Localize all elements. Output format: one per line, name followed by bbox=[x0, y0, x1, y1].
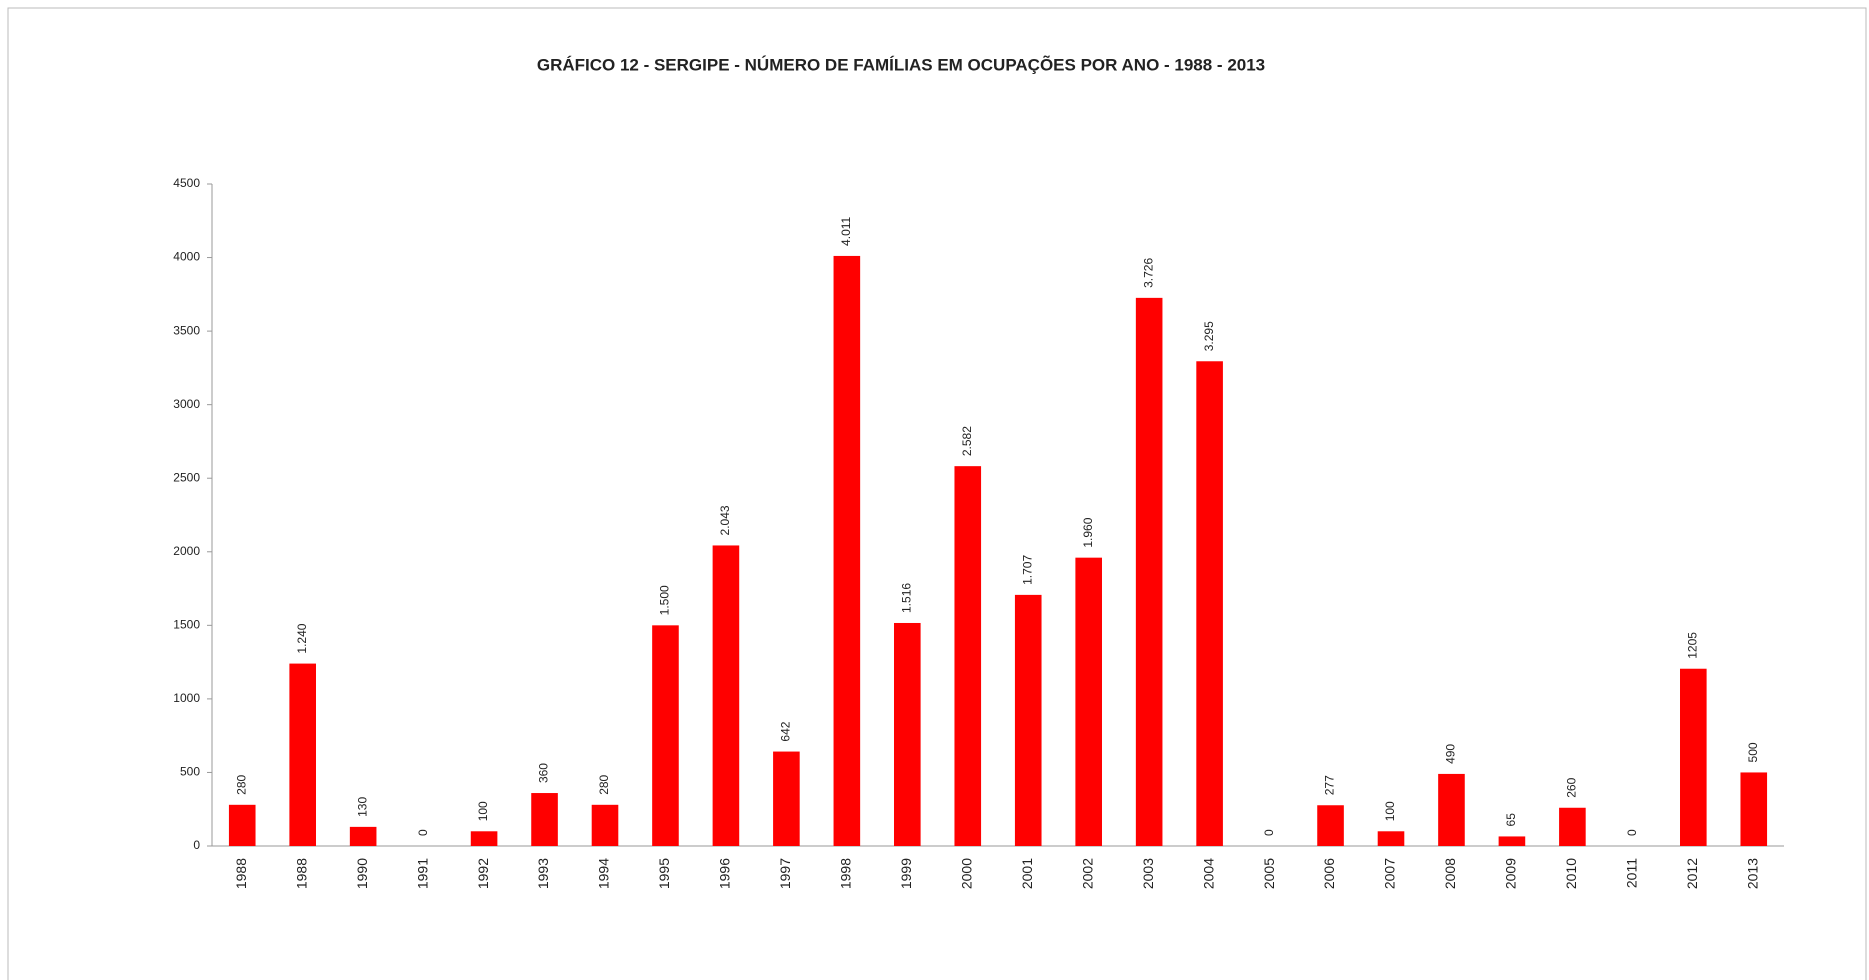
data-label: 277 bbox=[1323, 775, 1337, 795]
bar bbox=[1377, 831, 1405, 846]
bar bbox=[531, 793, 558, 846]
data-label: 1.707 bbox=[1020, 555, 1034, 585]
data-label: 490 bbox=[1444, 744, 1458, 764]
x-tick-label: 2002 bbox=[1079, 858, 1095, 889]
y-tick-label: 3000 bbox=[173, 397, 200, 411]
y-tick-label: 2500 bbox=[173, 470, 200, 484]
y-tick-label: 0 bbox=[193, 838, 200, 852]
x-tick-label: 1991 bbox=[414, 858, 430, 889]
x-tick-label: 2010 bbox=[1563, 858, 1579, 889]
y-tick-label: 500 bbox=[180, 765, 200, 779]
chart-title: GRÁFICO 12 - SERGIPE - NÚMERO DE FAMÍLIA… bbox=[537, 54, 1265, 74]
x-tick-label: 2013 bbox=[1744, 858, 1760, 889]
bar bbox=[349, 826, 377, 846]
x-tick-label: 1997 bbox=[777, 858, 793, 889]
data-label: 0 bbox=[1262, 829, 1276, 836]
data-label: 65 bbox=[1504, 813, 1518, 827]
data-label: 100 bbox=[1383, 801, 1397, 821]
data-label: 3.726 bbox=[1141, 258, 1155, 288]
data-label: 360 bbox=[537, 763, 551, 783]
x-tick-label: 2001 bbox=[1019, 858, 1035, 889]
x-tick-label: 1990 bbox=[354, 858, 370, 889]
x-tick-label: 1993 bbox=[535, 858, 551, 889]
data-label: 280 bbox=[234, 774, 248, 794]
data-label: 1.960 bbox=[1081, 517, 1095, 547]
x-tick-label: 2007 bbox=[1382, 858, 1398, 889]
x-tick-label: 2000 bbox=[958, 858, 974, 889]
y-tick-label: 3500 bbox=[173, 323, 200, 337]
x-tick-label: 2006 bbox=[1321, 858, 1337, 889]
data-label: 2.043 bbox=[718, 505, 732, 535]
data-label: 2.582 bbox=[960, 426, 974, 456]
x-tick-label: 1988 bbox=[233, 858, 249, 889]
x-tick-label: 2008 bbox=[1442, 858, 1458, 889]
data-label: 260 bbox=[1565, 777, 1579, 797]
bar bbox=[954, 466, 982, 846]
data-label: 0 bbox=[1625, 829, 1639, 836]
bar bbox=[1317, 805, 1344, 846]
bar bbox=[1680, 668, 1707, 846]
bar bbox=[228, 804, 256, 846]
data-label: 280 bbox=[597, 774, 611, 794]
bar bbox=[591, 804, 619, 846]
x-tick-label: 1999 bbox=[898, 858, 914, 889]
x-tick-label: 1994 bbox=[596, 858, 612, 889]
y-tick-label: 1000 bbox=[173, 691, 200, 705]
x-tick-label: 2003 bbox=[1140, 858, 1156, 889]
data-label: 0 bbox=[416, 829, 430, 836]
data-label: 500 bbox=[1746, 742, 1760, 762]
x-tick-label: 1996 bbox=[717, 858, 733, 889]
x-tick-label: 1992 bbox=[475, 858, 491, 889]
bar bbox=[1196, 361, 1223, 846]
y-tick-label: 2000 bbox=[173, 544, 200, 558]
bar bbox=[470, 831, 498, 846]
bar bbox=[894, 622, 921, 846]
bar bbox=[1498, 836, 1526, 846]
data-label: 1.500 bbox=[658, 585, 672, 615]
x-tick-label: 2011 bbox=[1624, 858, 1640, 888]
y-tick-label: 1500 bbox=[173, 618, 200, 632]
data-label: 130 bbox=[355, 797, 369, 817]
bar bbox=[1438, 773, 1465, 846]
bar bbox=[1740, 772, 1768, 846]
x-tick-label: 2005 bbox=[1261, 858, 1277, 889]
data-label: 1.516 bbox=[899, 583, 913, 613]
x-tick-label: 2009 bbox=[1503, 858, 1519, 889]
bar bbox=[1559, 807, 1586, 846]
x-tick-label: 1988 bbox=[293, 858, 309, 889]
bar bbox=[1135, 297, 1163, 846]
x-tick-label: 1995 bbox=[656, 858, 672, 889]
y-tick-label: 4000 bbox=[173, 250, 200, 264]
bar bbox=[652, 625, 679, 846]
bar bbox=[712, 545, 740, 846]
data-label: 1.240 bbox=[295, 623, 309, 653]
data-label: 642 bbox=[779, 721, 793, 741]
x-tick-label: 1998 bbox=[838, 858, 854, 889]
x-tick-label: 2004 bbox=[1200, 858, 1216, 889]
bar bbox=[833, 255, 861, 847]
bar bbox=[1075, 557, 1102, 846]
bar bbox=[1014, 594, 1042, 846]
chart-frame bbox=[7, 7, 1867, 980]
data-label: 4.011 bbox=[839, 216, 853, 245]
y-tick-label: 4500 bbox=[173, 176, 200, 190]
data-label: 3.295 bbox=[1202, 321, 1216, 351]
data-label: 100 bbox=[476, 801, 490, 821]
bar bbox=[773, 751, 800, 846]
data-label: 1205 bbox=[1685, 632, 1699, 659]
bar bbox=[289, 663, 316, 846]
x-tick-label: 2012 bbox=[1684, 858, 1700, 889]
